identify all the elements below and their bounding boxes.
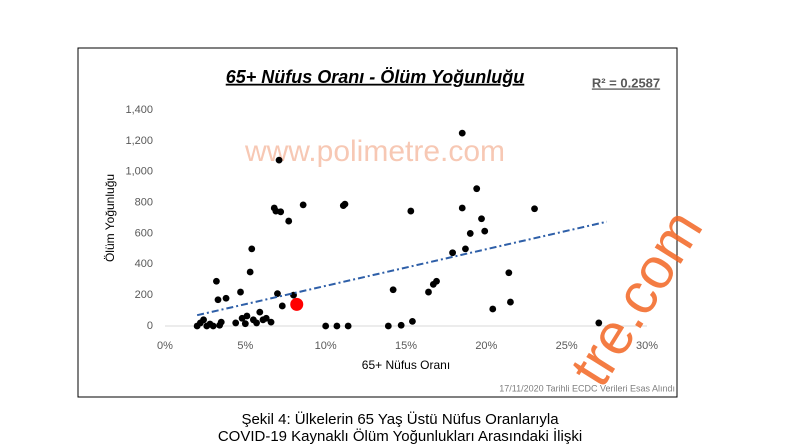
x-tick-label: 5% [237, 340, 253, 352]
data-point [397, 321, 405, 329]
data-point [237, 288, 244, 296]
data-point [290, 297, 304, 311]
data-point [409, 317, 416, 325]
data-point [458, 204, 466, 212]
y-tick-label: 1,000 [125, 166, 153, 178]
y-tick-label: 600 [135, 227, 153, 239]
y-tick-label: 200 [135, 289, 153, 301]
data-point [277, 208, 285, 216]
y-tick-label: 1,200 [125, 135, 153, 147]
data-point [278, 302, 286, 310]
data-point [275, 156, 283, 164]
data-point [285, 217, 293, 225]
chart-title: 65+ Nüfus Oranı - Ölüm Yoğunluğu [226, 67, 525, 87]
watermark: www.polimetre.com [244, 135, 505, 168]
data-point [256, 308, 264, 316]
data-point [478, 215, 485, 223]
data-point [481, 227, 489, 235]
y-tick-label: 400 [135, 258, 153, 270]
data-point [333, 322, 341, 330]
data-point [425, 288, 432, 296]
caption: Şekil 4: Ülkelerin 65 Yaş Üstü Nüfus Ora… [241, 410, 559, 428]
x-tick-label: 30% [636, 340, 658, 352]
data-point [489, 305, 497, 313]
x-tick-label: 0% [157, 340, 173, 352]
data-point [248, 245, 256, 253]
data-point [507, 298, 514, 306]
data-point [322, 322, 330, 330]
x-tick-label: 25% [556, 340, 578, 352]
data-point [213, 277, 220, 285]
x-tick-label: 15% [395, 340, 417, 352]
data-point [217, 318, 225, 326]
y-tick-label: 800 [135, 196, 153, 208]
x-tick-label: 10% [315, 340, 337, 352]
data-point [433, 277, 440, 285]
caption: COVID-19 Kaynaklı Ölüm Yoğunlukları Aras… [218, 427, 582, 445]
data-point [299, 201, 307, 209]
data-point [274, 290, 281, 297]
data-point [200, 316, 207, 324]
data-point [246, 268, 254, 276]
y-tick-label: 1,400 [125, 104, 153, 116]
data-point [262, 314, 270, 322]
data-point [267, 318, 275, 326]
y-axis-label: Ölüm Yoğunluğu [103, 174, 117, 262]
data-point [449, 249, 456, 257]
x-tick-label: 20% [475, 340, 497, 352]
data-point [384, 322, 392, 330]
data-point [241, 320, 249, 328]
data-point [458, 129, 466, 137]
source-note: 17/11/2020 Tarihli ECDC Verileri Esas Al… [499, 383, 675, 393]
data-point [222, 294, 230, 302]
data-point [466, 230, 474, 237]
data-point [531, 205, 538, 213]
data-point [253, 319, 260, 327]
data-point [407, 207, 415, 215]
data-point [341, 200, 349, 208]
data-point [595, 319, 603, 327]
data-point [243, 312, 251, 320]
data-point [344, 322, 352, 330]
r2-annotation: R² = 0.2587 [592, 75, 660, 90]
y-tick-label: 0 [147, 320, 153, 332]
data-point [473, 185, 481, 193]
chart-frame [77, 47, 678, 398]
data-point [462, 245, 469, 253]
data-point [209, 322, 217, 330]
x-axis-label: 65+ Nüfus Oranı [362, 358, 450, 372]
data-point [505, 269, 513, 277]
trendline [196, 220, 608, 317]
data-point [214, 296, 222, 304]
data-point [232, 319, 240, 327]
data-point [389, 286, 397, 294]
